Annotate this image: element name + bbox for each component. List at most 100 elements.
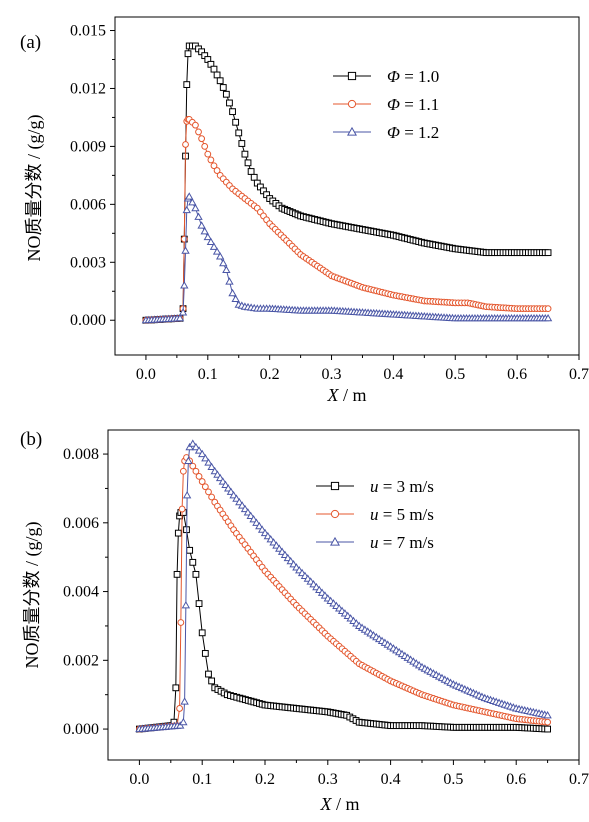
data-point: [204, 150, 212, 158]
data-point: [188, 439, 197, 447]
data-point: [176, 721, 185, 729]
data-point: [544, 725, 552, 733]
data-point: [238, 140, 246, 147]
data-point: [173, 570, 181, 578]
y-axis-label-b: NO质量分数 / (g/g): [22, 522, 43, 669]
data-point: [229, 108, 236, 116]
data-point: [177, 619, 185, 626]
legend-marker: [346, 126, 358, 136]
x-tick-label: 0.6: [506, 771, 526, 788]
data-point: [205, 488, 212, 496]
series-group-b: [135, 439, 552, 733]
data-point: [195, 473, 203, 480]
data-point: [194, 446, 204, 454]
x-tick-label: 0.4: [381, 771, 401, 788]
data-point: [207, 462, 216, 470]
data-point: [215, 252, 225, 260]
data-point: [195, 128, 202, 136]
y-tick-label: 0.008: [63, 446, 99, 463]
x-tick-label: 0.1: [198, 366, 218, 383]
axis-ticks-b: 0.0 0.1 0.2 0.3 0.4 0.5 0.6 0.7 0.000 0.002 0.004 0…: [63, 446, 589, 788]
x-tick-label: 0.4: [383, 366, 403, 383]
data-point: [205, 670, 212, 678]
x-tick-label: 0.2: [260, 366, 280, 383]
data-point: [219, 258, 228, 267]
y-tick-label: 0.006: [70, 196, 106, 213]
chart-panel-b: (b) 0.0 0.1 0.2 0.3 0.4 0.5 0.6 0.70.0000.0020.…: [20, 429, 589, 814]
data-point: [252, 518, 261, 526]
data-point: [201, 143, 209, 150]
x-axis-label-b: X / m: [319, 794, 359, 814]
data-point: [176, 705, 183, 712]
series-line: [145, 118, 549, 321]
data-point: [197, 221, 206, 229]
data-point: [192, 570, 200, 578]
data-point: [198, 135, 206, 143]
legend-label-u-3: u = 3 m/s: [370, 477, 434, 496]
y-tick-label: 0.003: [70, 254, 106, 271]
legend-entry-phi-1.1: [333, 99, 371, 109]
data-point: [232, 118, 240, 126]
legend-entry-u-7: [316, 536, 354, 546]
data-point: [192, 121, 199, 129]
x-tick-label: 0.7: [569, 771, 589, 788]
data-point: [543, 313, 553, 322]
plot-frame-b: [107, 429, 580, 761]
panel-label-a: (a): [20, 32, 41, 53]
x-axis-label-var-a: X: [326, 385, 339, 405]
data-point: [179, 467, 187, 475]
data-point: [225, 277, 234, 285]
series-group-a: [141, 42, 553, 324]
y-axis-label-a: NO质量分数 / (g/g): [24, 115, 45, 262]
data-point: [209, 242, 219, 250]
data-point: [183, 81, 191, 88]
data-point: [198, 449, 207, 458]
data-point: [201, 454, 210, 462]
data-point: [204, 458, 213, 466]
data-point: [192, 467, 200, 475]
x-tick-label: 0.6: [507, 366, 527, 383]
data-point: [206, 237, 216, 246]
data-point: [544, 249, 552, 257]
data-point: [198, 478, 206, 485]
data-point: [246, 511, 255, 519]
x-axis-label-unit-a: / m: [338, 385, 366, 405]
data-point: [182, 141, 189, 148]
x-tick-label: 0.7: [569, 366, 589, 383]
data-point: [222, 265, 231, 274]
y-tick-label: 0.015: [70, 23, 106, 40]
x-tick-label: 0.1: [192, 771, 212, 788]
data-point: [235, 497, 244, 506]
data-point: [184, 456, 193, 464]
x-tick-label: 0.0: [129, 771, 149, 788]
data-point: [241, 150, 249, 158]
data-point: [174, 529, 182, 537]
legend-label-phi-1.0: Φ = 1.0: [387, 67, 439, 86]
x-axis-label-a: X / m: [326, 385, 366, 405]
series-line: [145, 195, 549, 321]
series-2: [136, 454, 551, 733]
x-axis-label-unit-b: / m: [331, 794, 359, 814]
data-point: [186, 546, 194, 554]
legend-marker: [330, 509, 340, 519]
legend-marker: [347, 71, 357, 81]
data-point: [219, 84, 227, 91]
data-point: [216, 77, 224, 85]
data-point: [228, 288, 237, 297]
data-point: [198, 629, 206, 637]
axis-ticks-a: 0.0 0.1 0.2 0.3 0.4 0.5 0.6 0.7 0.000 0.003 0.006 0…: [70, 23, 589, 383]
legend-marker: [329, 536, 341, 546]
data-point: [208, 493, 216, 501]
data-point: [181, 600, 191, 609]
data-point: [208, 677, 216, 685]
legend-label-phi-1.1: Φ = 1.1: [387, 95, 439, 114]
x-axis-label-var-b: X: [319, 794, 332, 814]
data-point: [212, 247, 222, 255]
data-point: [226, 99, 233, 107]
data-point: [544, 718, 551, 726]
legend-label-u-7: u = 7 m/s: [370, 533, 434, 552]
data-point: [203, 232, 212, 241]
y-tick-label: 0.000: [63, 721, 99, 738]
legend-b: u = 3 m/s u = 5 m/s u = 7 m/s: [316, 477, 434, 552]
legend-label-u-5: u = 5 m/s: [370, 505, 434, 524]
